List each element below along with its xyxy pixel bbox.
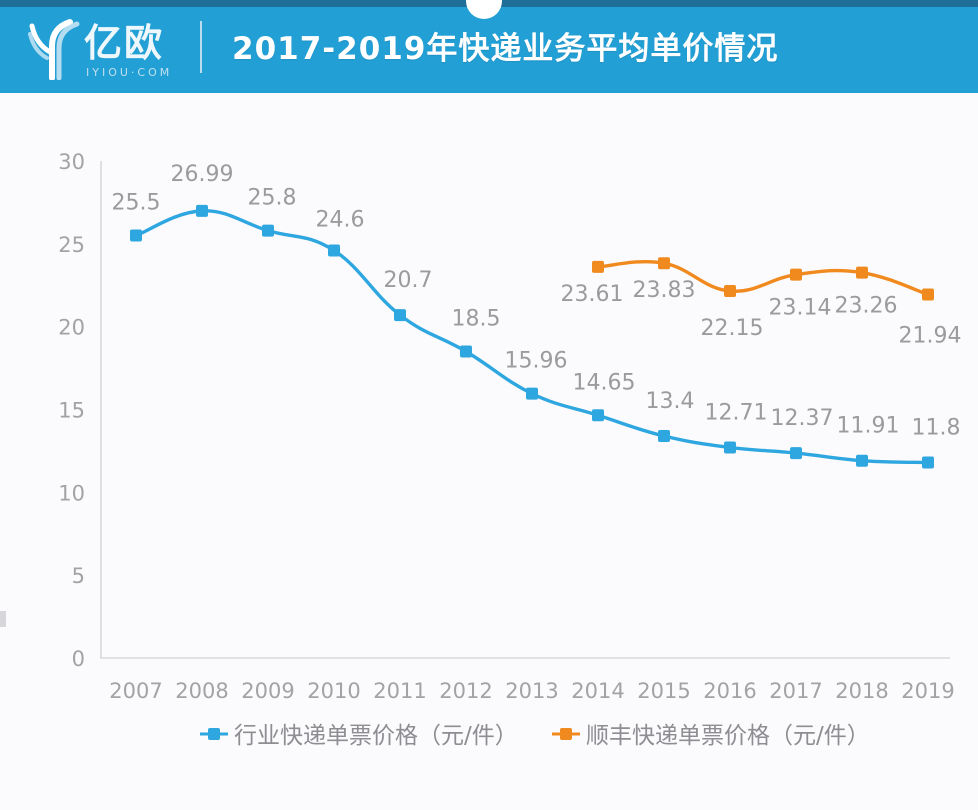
y-tick-label: 30: [58, 150, 85, 174]
legend-marker-swatch: [208, 728, 220, 740]
page-title: 2017-2019年快递业务平均单价情况: [232, 31, 779, 67]
data-point-marker[interactable]: [922, 288, 934, 301]
y-tick-label: 0: [72, 647, 85, 671]
data-point-marker[interactable]: [658, 257, 670, 270]
header-notch-circle: [466, 0, 502, 19]
x-tick-label: 2007: [109, 679, 162, 703]
x-tick-label: 2015: [637, 679, 690, 703]
data-value-label: 11.8: [912, 416, 961, 441]
data-value-label: 11.91: [837, 414, 900, 439]
legend-marker-swatch: [560, 728, 572, 740]
chart-series-group: [130, 204, 934, 469]
data-point-marker[interactable]: [460, 345, 472, 358]
x-axis-tick-labels: 2007 2008 2009 2010 2011 2012 2013 2014 2015 2016…: [109, 679, 954, 703]
data-point-marker[interactable]: [592, 260, 604, 273]
brand-logo-subtext: IYIOU·COM: [86, 66, 173, 79]
x-tick-label: 2009: [241, 679, 294, 703]
data-value-label: 23.14: [769, 296, 832, 321]
data-value-label: 12.71: [705, 400, 768, 425]
data-value-label: 21.94: [899, 324, 962, 349]
chart-region: 30 25 20 15 10 5 0 2007 2008 2009 2010 2011 2012 201…: [0, 93, 978, 810]
data-point-marker[interactable]: [394, 309, 406, 322]
chart-axes: [100, 161, 950, 659]
axis-lines: [100, 161, 950, 659]
legend-item-label[interactable]: 顺丰快递单票价格（元/件）: [586, 723, 870, 749]
x-tick-label: 2019: [901, 679, 954, 703]
data-point-marker[interactable]: [724, 285, 736, 298]
x-tick-label: 2011: [373, 679, 426, 703]
data-point-marker[interactable]: [790, 268, 802, 281]
iyiou-sprout-logo-icon: [28, 19, 80, 80]
x-tick-label: 2016: [703, 679, 756, 703]
data-value-label: 22.15: [701, 316, 764, 341]
data-value-label: 25.8: [248, 186, 297, 211]
data-point-marker[interactable]: [922, 456, 934, 469]
data-value-label: 13.4: [646, 389, 695, 414]
header-divider: [200, 21, 202, 73]
data-point-marker[interactable]: [592, 409, 604, 422]
data-point-marker[interactable]: [790, 447, 802, 460]
data-value-label: 23.83: [633, 278, 696, 303]
series-line: [596, 259, 930, 297]
brand-logo-wordmark: 亿欧: [84, 21, 165, 65]
y-tick-label: 20: [58, 316, 85, 340]
data-value-label: 15.96: [505, 349, 568, 374]
header-banner: 亿欧 IYIOU·COM 2017-2019年快递业务平均单价情况: [0, 0, 978, 93]
x-tick-label: 2010: [307, 679, 360, 703]
data-value-label: 23.61: [561, 282, 624, 307]
data-point-marker[interactable]: [658, 430, 670, 443]
y-tick-label: 10: [58, 481, 85, 505]
x-tick-label: 2013: [505, 679, 558, 703]
data-point-marker[interactable]: [856, 266, 868, 279]
brand-logo[interactable]: 亿欧 IYIOU·COM: [26, 16, 186, 82]
data-point-marker[interactable]: [724, 441, 736, 454]
legend-item-label[interactable]: 行业快递单票价格（元/件）: [234, 723, 518, 749]
chart-legend: 行业快递单票价格（元/件） 顺丰快递单票价格（元/件）: [200, 723, 870, 749]
y-tick-label: 5: [72, 564, 85, 588]
data-point-marker[interactable]: [262, 224, 274, 237]
x-tick-label: 2018: [835, 679, 888, 703]
data-value-label: 25.5: [112, 191, 161, 216]
data-value-label: 24.6: [316, 207, 365, 232]
data-point-marker[interactable]: [526, 387, 538, 400]
x-tick-label: 2012: [439, 679, 492, 703]
y-tick-label: 25: [58, 233, 85, 257]
data-point-marker[interactable]: [856, 454, 868, 467]
x-tick-label: 2017: [769, 679, 822, 703]
data-value-label: 14.65: [573, 370, 636, 395]
data-value-label: 12.37: [771, 406, 834, 431]
data-value-label: 18.5: [452, 307, 501, 332]
y-axis-tick-labels: 30 25 20 15 10 5 0: [58, 150, 85, 671]
x-tick-label: 2014: [571, 679, 624, 703]
x-tick-label: 2008: [175, 679, 228, 703]
data-point-marker[interactable]: [196, 204, 208, 217]
data-value-label: 23.26: [835, 294, 898, 319]
y-tick-label: 15: [58, 399, 85, 423]
data-value-label: 26.99: [171, 162, 234, 187]
edge-crop-artifact: [0, 611, 6, 627]
data-value-label: 20.7: [384, 268, 433, 293]
data-point-marker[interactable]: [328, 244, 340, 257]
data-point-marker[interactable]: [130, 229, 142, 242]
